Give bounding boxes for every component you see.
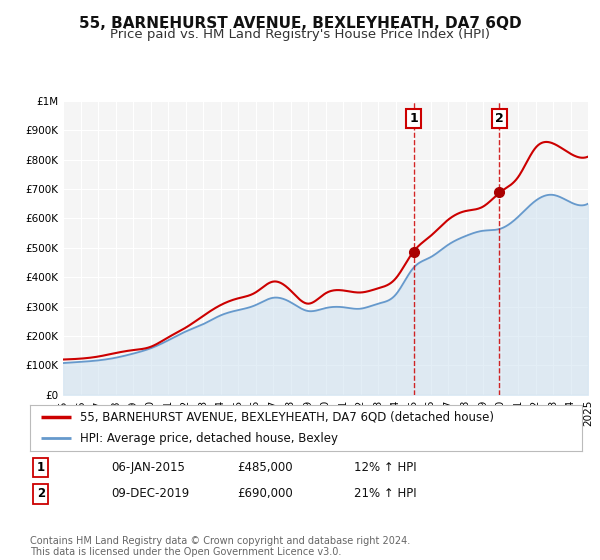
Text: 55, BARNEHURST AVENUE, BEXLEYHEATH, DA7 6QD (detached house): 55, BARNEHURST AVENUE, BEXLEYHEATH, DA7 … — [80, 411, 494, 424]
Text: 55, BARNEHURST AVENUE, BEXLEYHEATH, DA7 6QD: 55, BARNEHURST AVENUE, BEXLEYHEATH, DA7 … — [79, 16, 521, 31]
Text: Contains HM Land Registry data © Crown copyright and database right 2024.
This d: Contains HM Land Registry data © Crown c… — [30, 535, 410, 557]
Text: £485,000: £485,000 — [237, 461, 293, 474]
Text: 12% ↑ HPI: 12% ↑ HPI — [354, 461, 416, 474]
Text: 09-DEC-2019: 09-DEC-2019 — [111, 487, 189, 501]
Text: Price paid vs. HM Land Registry's House Price Index (HPI): Price paid vs. HM Land Registry's House … — [110, 28, 490, 41]
Text: 1: 1 — [409, 112, 418, 125]
Text: 2: 2 — [495, 112, 503, 125]
Text: £690,000: £690,000 — [237, 487, 293, 501]
Text: 2: 2 — [37, 487, 45, 501]
Text: 06-JAN-2015: 06-JAN-2015 — [111, 461, 185, 474]
Text: HPI: Average price, detached house, Bexley: HPI: Average price, detached house, Bexl… — [80, 432, 338, 445]
Text: 21% ↑ HPI: 21% ↑ HPI — [354, 487, 416, 501]
Text: 1: 1 — [37, 461, 45, 474]
